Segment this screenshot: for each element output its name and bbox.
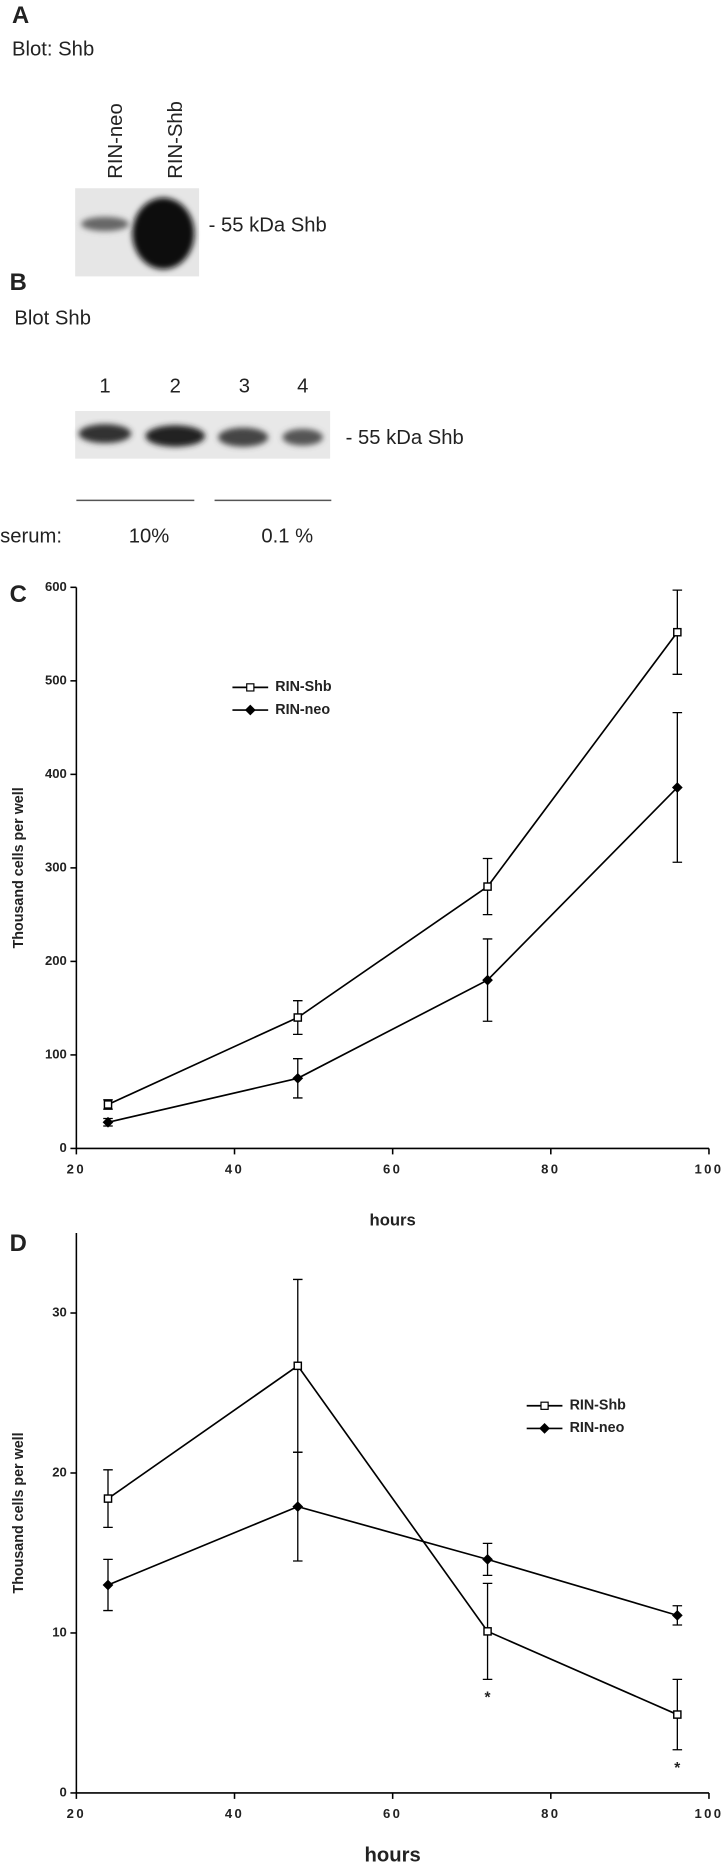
legend-marker [540,1401,549,1410]
y-tick-label: 600 [45,579,67,594]
y-tick-label: 200 [45,953,67,968]
x-tick-label: 80 [541,1806,560,1821]
legend-label: RIN-Shb [570,1398,627,1414]
y-tick-label: 400 [45,766,67,781]
blot-bands [81,197,195,270]
legend-label: RIN-neo [275,702,330,718]
y-axis-label: Thousand cells per well [11,787,27,948]
y-tick-label: 500 [45,672,67,687]
lane-label: 1 [99,376,110,398]
marker [292,1072,304,1084]
marker [103,1100,113,1109]
lane-label: RIN-Shb [165,101,187,179]
marker [102,1116,114,1128]
legend-label: RIN-neo [570,1420,625,1436]
marker [102,1579,114,1591]
x-axis-label: hours [365,1844,421,1866]
annotation: * [485,1690,491,1707]
x-tick-label: 40 [225,1161,244,1176]
marker [103,1494,113,1503]
blot-label: Blot Shb [14,308,91,330]
marker [482,1554,493,1565]
series-line [107,631,679,1106]
band-label: - 55 kDa Shb [346,427,464,449]
lane-label: 3 [239,376,250,398]
marker [293,1013,303,1022]
y-tick-label: 10 [52,1624,67,1639]
legend-marker [244,704,256,716]
x-tick-label: 20 [67,1806,86,1821]
lane-label: 4 [297,376,308,398]
x-tick-label: 100 [694,1161,721,1176]
y-tick-label: 0 [60,1140,67,1155]
x-tick-label: 20 [67,1161,86,1176]
y-tick-label: 300 [45,859,67,874]
series-line [107,1505,678,1617]
x-tick-label: 80 [541,1161,560,1176]
panel-letter: B [10,269,27,296]
panel-letter: A [12,2,29,29]
marker [671,782,683,793]
panel-letter: C [10,581,27,608]
marker [483,1627,492,1636]
y-axis-label: Thousand cells per well [11,1432,27,1593]
x-tick-label: 60 [383,1806,402,1821]
series-line [107,786,678,1124]
band-label: - 55 kDa Shb [209,215,327,237]
blot-bands [78,424,323,447]
y-tick-label: 0 [60,1784,67,1799]
legend-marker [539,1423,550,1434]
blot-label: Blot: Shb [12,38,94,60]
marker [482,974,493,986]
marker [671,1610,683,1621]
marker [292,1501,304,1512]
x-tick-label: 40 [225,1806,244,1821]
legend-label: RIN-Shb [275,679,332,695]
x-tick-label: 100 [694,1806,721,1821]
marker [673,627,682,637]
lane-label: 2 [170,376,181,398]
group-label: 10% [129,526,170,548]
y-tick-label: 20 [52,1464,67,1479]
x-axis-label: hours [370,1211,416,1230]
y-tick-label: 30 [52,1304,67,1319]
lane-label: RIN-neo [105,103,127,178]
marker [673,1710,682,1719]
annotation: * [674,1760,680,1777]
marker [293,1361,303,1371]
marker [483,882,492,891]
legend-marker [246,683,255,692]
x-tick-label: 60 [383,1161,402,1176]
group-label: 0.1 % [261,526,313,548]
y-tick-label: 100 [45,1046,67,1061]
series-line [107,1364,678,1716]
panel-letter: D [10,1230,27,1257]
serum-label: serum: [0,526,62,548]
